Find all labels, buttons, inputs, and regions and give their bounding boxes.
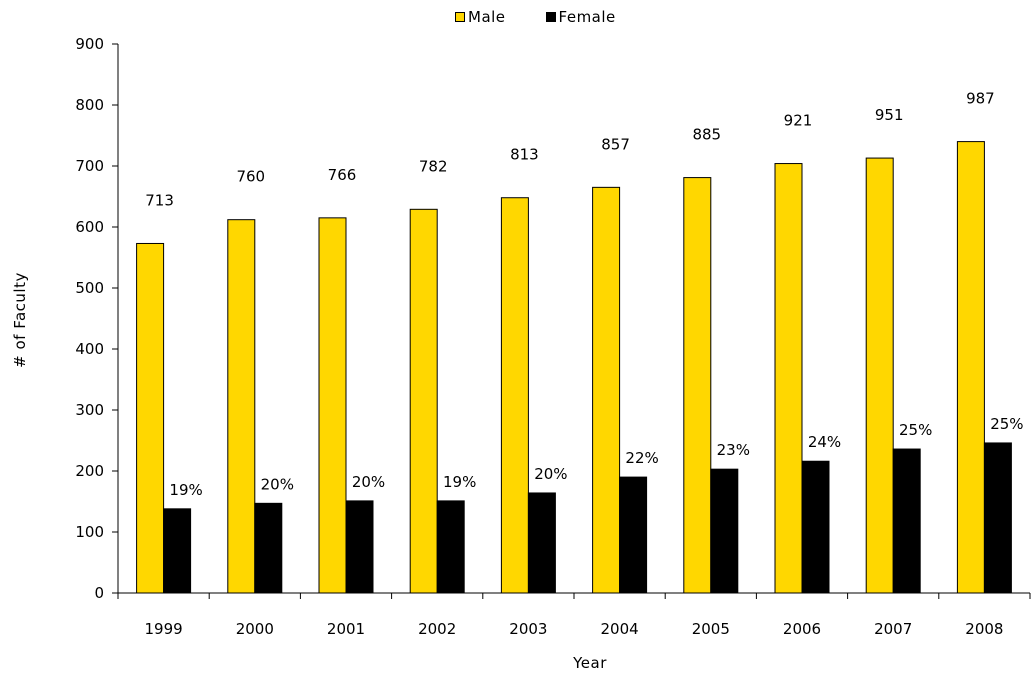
x-tick-label: 2005 xyxy=(692,620,730,638)
female-pct-label: 19% xyxy=(169,481,202,499)
x-tick-label: 2000 xyxy=(236,620,274,638)
bar-male xyxy=(865,157,894,594)
x-tick-label: 2001 xyxy=(327,620,365,638)
total-label: 921 xyxy=(784,112,813,130)
legend-item-male: Male xyxy=(455,8,506,26)
legend-label-female: Female xyxy=(558,8,616,26)
total-label: 782 xyxy=(419,157,448,175)
bar-male xyxy=(956,141,985,594)
total-label: 813 xyxy=(510,146,539,164)
x-tick-label: 2002 xyxy=(418,620,456,638)
female-pct-label: 19% xyxy=(443,473,476,491)
total-label: 713 xyxy=(145,191,174,209)
total-label: 987 xyxy=(966,90,995,108)
bar-female xyxy=(892,448,921,594)
y-tick-label: 400 xyxy=(75,340,104,358)
y-tick-label: 900 xyxy=(75,35,104,53)
female-pct-label: 25% xyxy=(899,421,932,439)
female-pct-label: 24% xyxy=(808,433,841,451)
bar-female xyxy=(254,502,283,594)
bar-female xyxy=(345,500,374,594)
bar-male xyxy=(592,186,621,594)
bar-male xyxy=(683,177,712,594)
chart-legend: Male Female xyxy=(455,8,656,26)
x-axis-label: Year xyxy=(573,654,607,672)
bar-male xyxy=(500,197,529,594)
total-label: 857 xyxy=(601,135,630,153)
x-tick-label: 1999 xyxy=(145,620,183,638)
bar-male xyxy=(227,219,256,594)
x-tick-label: 2004 xyxy=(601,620,639,638)
bar-female xyxy=(527,492,556,594)
bar-female xyxy=(619,476,648,594)
bar-male xyxy=(318,217,347,594)
x-tick-label: 2006 xyxy=(783,620,821,638)
y-tick-label: 0 xyxy=(94,584,104,602)
bar-female xyxy=(436,500,465,594)
bar-female xyxy=(801,460,830,594)
y-tick-label: 600 xyxy=(75,218,104,236)
total-label: 766 xyxy=(328,166,357,184)
bar-female xyxy=(710,468,739,594)
bar-male xyxy=(409,208,438,594)
female-pct-label: 22% xyxy=(625,449,658,467)
female-pct-label: 25% xyxy=(990,415,1023,433)
x-tick-label: 2007 xyxy=(874,620,912,638)
legend-label-male: Male xyxy=(468,8,506,26)
female-pct-label: 20% xyxy=(261,475,294,493)
female-pct-label: 23% xyxy=(717,441,750,459)
total-label: 951 xyxy=(875,106,904,124)
x-tick-label: 2003 xyxy=(509,620,547,638)
legend-swatch-male xyxy=(455,12,465,22)
y-tick-label: 100 xyxy=(75,523,104,541)
female-pct-label: 20% xyxy=(352,473,385,491)
legend-item-female: Female xyxy=(545,8,616,26)
y-tick-label: 700 xyxy=(75,157,104,175)
y-tick-label: 800 xyxy=(75,96,104,114)
bar-female xyxy=(983,442,1012,594)
bar-male xyxy=(774,163,803,594)
total-label: 760 xyxy=(236,168,265,186)
y-tick-label: 300 xyxy=(75,401,104,419)
bar-female xyxy=(163,508,192,594)
y-tick-label: 500 xyxy=(75,279,104,297)
bar-male xyxy=(136,242,165,594)
total-label: 885 xyxy=(692,126,721,144)
x-tick-label: 2008 xyxy=(965,620,1003,638)
female-pct-label: 20% xyxy=(534,465,567,483)
legend-swatch-female xyxy=(545,12,556,22)
y-tick-label: 200 xyxy=(75,462,104,480)
